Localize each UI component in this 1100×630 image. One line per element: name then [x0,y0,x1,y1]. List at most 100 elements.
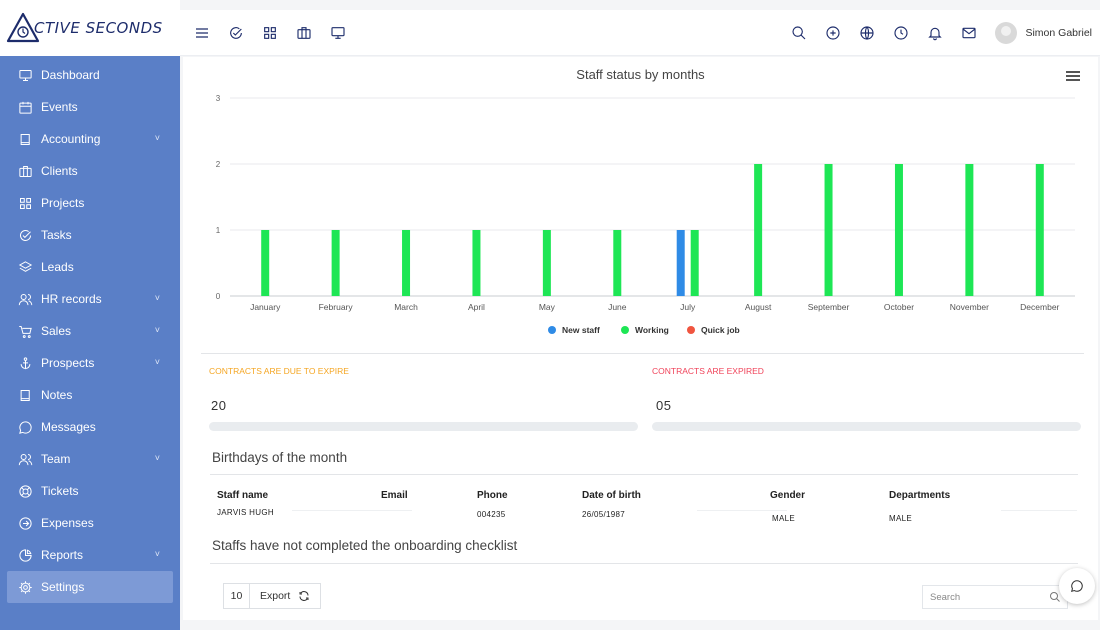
col-header-departments[interactable]: Departments [889,490,951,501]
legend-marker [548,326,556,334]
book-icon [17,131,33,147]
sidebar-item-dashboard[interactable]: Dashboard [0,59,180,91]
arrow-circle-icon [17,515,33,531]
search-placeholder: Search [930,591,961,603]
sidebar-item-notes[interactable]: Notes [0,379,180,411]
users-icon [17,451,33,467]
y-tick-label: 1 [216,226,221,235]
cell-date-of-birth: 26/05/1987 [582,510,626,519]
sidebar-item-label: HR records [41,292,102,306]
app-logo[interactable]: CTIVE SECONDS [0,0,180,56]
bar-working [1035,164,1044,296]
col-header-phone[interactable]: Phone [477,490,508,501]
sidebar-item-label: Team [41,452,71,466]
birthdays-title: Birthdays of the month [212,450,348,465]
logo-text: CTIVE SECONDS [34,19,163,37]
briefcase-icon[interactable] [296,25,312,41]
refresh-icon[interactable] [298,590,310,602]
divider [210,474,1078,475]
chevron-down-icon: ˅ [154,133,160,143]
grid-icon[interactable] [262,25,278,41]
sidebar-item-accounting[interactable]: Accounting ˅ [0,123,180,155]
sidebar-item-expenses[interactable]: Expenses [0,507,180,539]
top-bar-left [180,25,346,41]
sidebar-item-hr-records[interactable]: HR records ˅ [0,283,180,315]
x-tick-label: March [394,302,418,312]
sidebar-item-leads[interactable]: Leads [0,251,180,283]
sidebar-item-sales[interactable]: Sales ˅ [0,315,180,347]
table-controls: 10 Export [223,583,322,609]
sidebar-item-events[interactable]: Events [0,91,180,123]
layers-icon [17,259,33,275]
sidebar-item-clients[interactable]: Clients [0,155,180,187]
sidebar-item-label: Settings [41,580,85,594]
pie-icon [17,547,33,563]
search-icon[interactable] [791,25,807,41]
col-header-staff-name[interactable]: Staff name [217,490,269,501]
export-button[interactable]: Export [250,583,322,609]
bar-working [331,230,340,296]
cell-gender: MALE [772,514,795,523]
chevron-down-icon: ˅ [154,325,160,335]
user-name[interactable]: Simon Gabriel [1025,26,1092,39]
sidebar-item-tasks[interactable]: Tasks [0,219,180,251]
chart-title: Staff status by months [576,67,705,82]
bar-working [261,230,270,296]
top-bar: Simon Gabriel [180,10,1100,56]
globe-icon[interactable] [859,25,875,41]
sidebar-item-team[interactable]: Team ˅ [0,443,180,475]
check-circle-icon[interactable] [228,25,244,41]
header-underline [697,510,787,511]
monitor-icon [17,67,33,83]
sidebar-item-reports[interactable]: Reports ˅ [0,539,180,571]
sidebar-item-label: Prospects [41,356,95,370]
chevron-down-icon: ˅ [154,549,160,559]
bar-working [965,164,974,296]
sidebar-item-tickets[interactable]: Tickets [0,475,180,507]
sidebar-item-settings[interactable]: Settings [7,571,173,603]
monitor-icon[interactable] [330,25,346,41]
grid-icon [17,195,33,211]
col-header-gender[interactable]: Gender [770,490,806,501]
bar-working [613,230,622,296]
x-tick-label: August [745,302,772,312]
avatar[interactable] [995,21,1018,44]
sidebar-item-projects[interactable]: Projects [0,187,180,219]
sidebar-item-label: Tickets [41,484,79,498]
menu-icon[interactable] [194,25,210,41]
header-underline [292,510,412,511]
chart-menu-icon[interactable] [1066,71,1080,83]
sidebar-item-prospects[interactable]: Prospects ˅ [0,347,180,379]
legend-marker [687,326,695,334]
export-label: Export [260,590,291,602]
legend-marker [621,326,629,334]
x-tick-label: May [539,302,556,312]
y-tick-label: 2 [216,160,221,169]
contracts-expired-progress [652,422,1081,431]
sidebar-item-label: Projects [41,196,85,210]
bell-icon[interactable] [927,25,943,41]
top-bar-right: Simon Gabriel [791,21,1100,44]
bar-working [472,230,481,296]
x-tick-label: December [1020,302,1059,312]
contracts-due-value: 20 [211,398,227,413]
anchor-icon [17,355,33,371]
chat-button[interactable] [1059,568,1095,604]
header-underline [1001,510,1077,511]
contracts-expired-value: 05 [656,398,672,413]
legend-label: Working [635,325,669,335]
chat-icon [1071,580,1083,592]
table-search-input[interactable]: Search [922,585,1068,609]
col-header-date-of-birth[interactable]: Date of birth [582,490,641,501]
chevron-down-icon: ˅ [154,453,160,463]
contracts-due-progress [209,422,638,431]
x-tick-label: February [319,302,354,312]
sidebar-item-messages[interactable]: Messages [0,411,180,443]
page-length-select[interactable]: 10 [223,583,250,609]
clock-icon[interactable] [893,25,909,41]
mail-icon[interactable] [961,25,977,41]
bar-working [542,230,551,296]
bar-new-staff [676,230,685,296]
plus-circle-icon[interactable] [825,25,841,41]
col-header-email[interactable]: Email [381,490,408,501]
